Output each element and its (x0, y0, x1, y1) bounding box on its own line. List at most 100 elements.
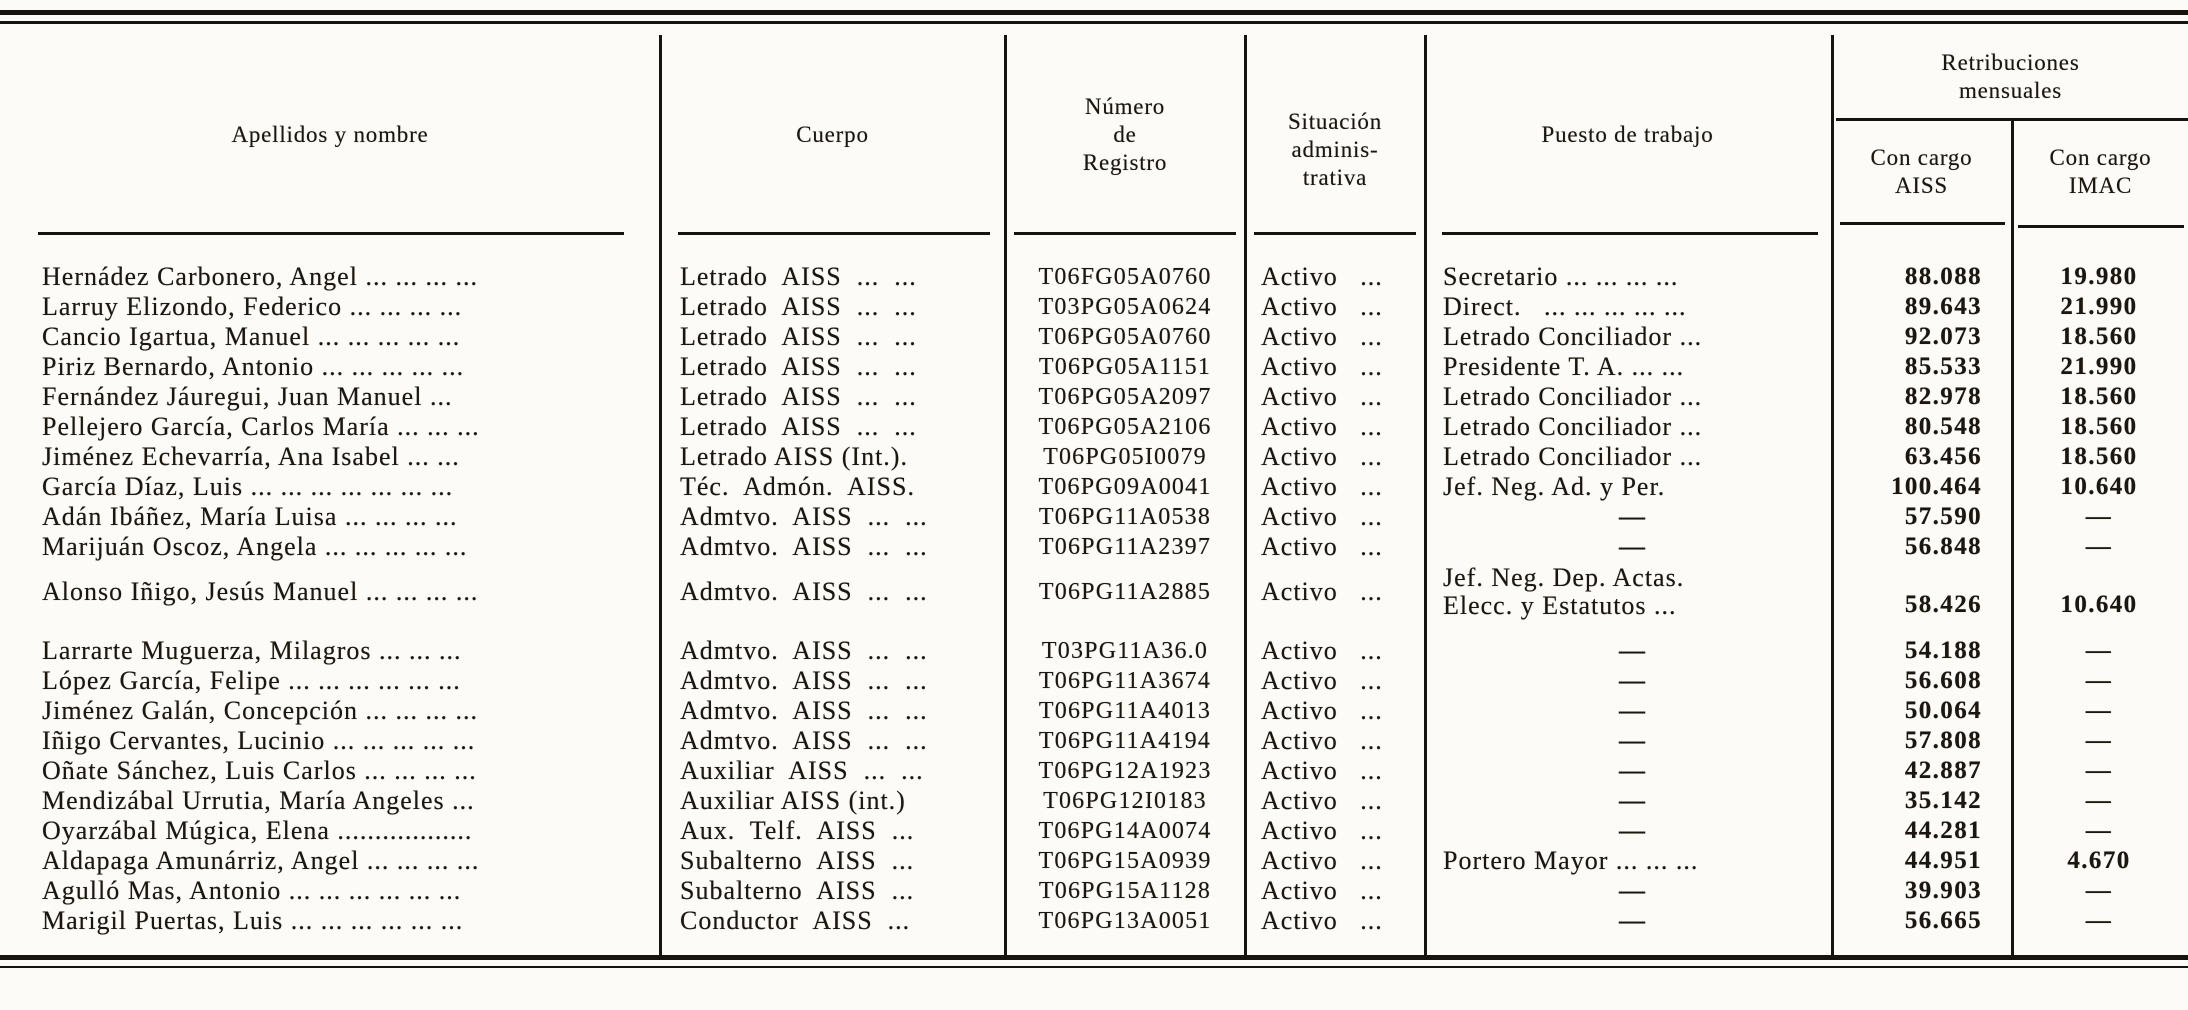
cell-cuerpo: Admtvo. AISS ... ... (680, 532, 928, 561)
cell-cuerpo: Admtvo. AISS ... ... (680, 666, 928, 695)
cell-retribucion-con-cargo-aiss: 39.903 (1904, 877, 1982, 904)
cell-retribucion-con-cargo-imac: 4.670 (2067, 847, 2131, 874)
cell-situacion-administrativa: Activo ... (1261, 352, 1383, 381)
header-con-cargo-aiss: Con cargo AISS (1870, 144, 1973, 198)
table-row: Oyarzábal Múgica, Elena ................… (0, 816, 2188, 846)
cell-apellidos-y-nombre: Jiménez Echevarría, Ana Isabel ... ... (42, 442, 460, 471)
cell-cuerpo: Letrado AISS ... ... (680, 352, 917, 381)
cell-numero-registro: T06PG09A0041 (1038, 474, 1212, 500)
puesto-line-1: — (1619, 666, 1646, 695)
table-row: Piriz Bernardo, Antonio ... ... ... ... … (0, 352, 2188, 382)
cell-apellidos-y-nombre: García Díaz, Luis ... ... ... ... ... ..… (42, 472, 454, 501)
cell-retribucion-con-cargo-imac: — (2085, 817, 2113, 844)
cell-apellidos-y-nombre: Larrarte Muguerza, Milagros ... ... ... (42, 636, 462, 665)
puesto-line-1: Letrado Conciliador ... (1443, 322, 1703, 351)
cell-situacion-administrativa: Activo ... (1261, 382, 1383, 411)
cell-puesto-de-trabajo: Portero Mayor ... ... ... (1425, 846, 1830, 876)
cell-cuerpo: Subalterno AISS ... (680, 846, 915, 875)
cell-situacion-administrativa: Activo ... (1261, 816, 1383, 845)
underline-cuerpo (678, 232, 990, 235)
cell-retribucion-con-cargo-imac: — (2085, 533, 2113, 560)
puesto-line-1: Portero Mayor ... ... ... (1443, 846, 1699, 875)
cell-retribucion-con-cargo-aiss: 56.848 (1904, 533, 1982, 560)
cell-situacion-administrativa: Activo ... (1261, 412, 1383, 441)
cell-numero-registro: T06PG13A0051 (1038, 908, 1212, 934)
underline-puesto (1442, 232, 1818, 235)
cell-cuerpo: Subalterno AISS ... (680, 876, 915, 905)
cell-cuerpo: Letrado AISS ... ... (680, 412, 917, 441)
cell-retribucion-con-cargo-imac: 19.980 (2060, 263, 2138, 290)
cell-retribucion-con-cargo-aiss: 85.533 (1904, 353, 1982, 380)
cell-apellidos-y-nombre: Pellejero García, Carlos María ... ... .… (42, 412, 480, 441)
puesto-line-1: Letrado Conciliador ... (1443, 412, 1703, 441)
cell-retribucion-con-cargo-aiss: 100.464 (1890, 473, 1982, 500)
cell-puesto-de-trabajo: Jef. Neg. Ad. y Per. (1425, 472, 1830, 502)
cell-retribucion-con-cargo-aiss: 58.426 (1904, 591, 1982, 618)
table-row: Pellejero García, Carlos María ... ... .… (0, 412, 2188, 442)
cell-retribucion-con-cargo-aiss: 56.608 (1904, 667, 1982, 694)
table-row: Jiménez Echevarría, Ana Isabel ... ... L… (0, 442, 2188, 472)
cell-retribucion-con-cargo-aiss: 80.548 (1904, 413, 1982, 440)
cell-numero-registro: T06PG12I0183 (1043, 788, 1207, 814)
header-numero-de-registro: Número de Registro (1082, 94, 1168, 175)
cell-retribucion-con-cargo-imac: 10.640 (2060, 591, 2138, 618)
cell-apellidos-y-nombre: Hernádez Carbonero, Angel ... ... ... ..… (42, 262, 478, 291)
cell-numero-registro: T06PG11A3674 (1038, 668, 1212, 694)
cell-cuerpo: Admtvo. AISS ... ... (680, 577, 928, 606)
puesto-line-1: — (1619, 756, 1646, 785)
cell-numero-registro: T06FG05A0760 (1038, 264, 1212, 290)
cell-puesto-de-trabajo: Presidente T. A. ... ... (1425, 352, 1830, 382)
cell-numero-registro: T03PG11A36.0 (1041, 638, 1209, 664)
cell-situacion-administrativa: Activo ... (1261, 846, 1383, 875)
cell-retribucion-con-cargo-imac: 18.560 (2060, 443, 2138, 470)
cell-cuerpo: Letrado AISS ... ... (680, 292, 917, 321)
cell-apellidos-y-nombre: Jiménez Galán, Concepción ... ... ... ..… (42, 696, 478, 725)
cell-apellidos-y-nombre: Oyarzábal Múgica, Elena ................… (42, 816, 473, 845)
cell-numero-registro: T06PG11A4013 (1038, 698, 1212, 724)
cell-cuerpo: Letrado AISS (Int.). (680, 442, 908, 471)
underline-retribuciones (1836, 118, 2188, 121)
underline-registro (1014, 232, 1236, 235)
cell-retribucion-con-cargo-imac: — (2085, 757, 2113, 784)
puesto-line-1: — (1619, 636, 1646, 665)
cell-puesto-de-trabajo: Letrado Conciliador ... (1425, 442, 1830, 472)
cell-situacion-administrativa: Activo ... (1261, 726, 1383, 755)
table-row: Marijuán Oscoz, Angela ... ... ... ... .… (0, 532, 2188, 562)
puesto-line-1: — (1619, 786, 1646, 815)
cell-numero-registro: T06PG05I0079 (1043, 444, 1207, 470)
cell-situacion-administrativa: Activo ... (1261, 292, 1383, 321)
underline-con-cargo-imac (2018, 225, 2184, 228)
cell-retribucion-con-cargo-imac: — (2085, 503, 2113, 530)
cell-apellidos-y-nombre: Marigil Puertas, Luis ... ... ... ... ..… (42, 906, 464, 935)
cell-numero-registro: T06PG15A0939 (1038, 848, 1212, 874)
puesto-line-1: Secretario ... ... ... ... (1443, 262, 1679, 291)
cell-retribucion-con-cargo-imac: 18.560 (2060, 323, 2138, 350)
table-row: Agulló Mas, Antonio ... ... ... ... ... … (0, 876, 2188, 906)
table-row: García Díaz, Luis ... ... ... ... ... ..… (0, 472, 2188, 502)
cell-puesto-de-trabajo: — (1425, 636, 1830, 666)
cell-numero-registro: T06PG11A4194 (1038, 728, 1212, 754)
cell-retribucion-con-cargo-aiss: 44.281 (1904, 817, 1982, 844)
cell-retribucion-con-cargo-imac: — (2085, 637, 2113, 664)
cell-situacion-administrativa: Activo ... (1261, 322, 1383, 351)
cell-apellidos-y-nombre: Agulló Mas, Antonio ... ... ... ... ... … (42, 876, 462, 905)
puesto-line-2: Elecc. y Estatutos ... (1443, 591, 1677, 620)
cell-situacion-administrativa: Activo ... (1261, 906, 1383, 935)
cell-cuerpo: Admtvo. AISS ... ... (680, 726, 928, 755)
vrule-registro-situacion (1244, 35, 1247, 958)
header-retribuciones-mensuales: Retribuciones mensuales (1941, 49, 2080, 103)
cell-puesto-de-trabajo: — (1425, 696, 1830, 726)
cell-puesto-de-trabajo: Letrado Conciliador ... (1425, 382, 1830, 412)
cell-puesto-de-trabajo: Letrado Conciliador ... (1425, 412, 1830, 442)
cell-retribucion-con-cargo-aiss: 89.643 (1904, 293, 1982, 320)
cell-puesto-de-trabajo: Secretario ... ... ... ... (1425, 262, 1830, 292)
cell-retribucion-con-cargo-aiss: 35.142 (1904, 787, 1982, 814)
cell-numero-registro: T06PG14A0074 (1038, 818, 1212, 844)
cell-situacion-administrativa: Activo ... (1261, 577, 1383, 606)
puesto-line-1: — (1619, 906, 1646, 935)
top-rule-outer (0, 10, 2188, 15)
cell-puesto-de-trabajo: — (1425, 876, 1830, 906)
table-row: López García, Felipe ... ... ... ... ...… (0, 666, 2188, 696)
cell-cuerpo: Aux. Telf. AISS ... (680, 816, 915, 845)
cell-puesto-de-trabajo: — (1425, 532, 1830, 562)
